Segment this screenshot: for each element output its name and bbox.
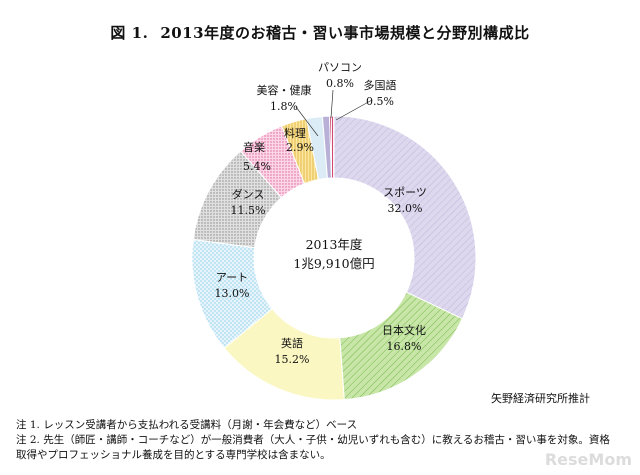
figure-number: 図 1. [110,24,149,42]
slice-value-7: 2.9% [286,141,314,154]
slice-value-9: 0.8% [326,77,354,90]
footnote-2-cont: 取得やプロフェッショナル養成を目的とする専門学校は含まない。 [16,449,331,461]
center-label-year: 2013年度 [306,237,363,252]
donut-slice-1 [333,115,477,320]
footnote-1: 注 1. レッスン受講者から支払われる受講料（月謝・年会費など）ベース [16,419,358,431]
slice-value-8: 1.8% [270,100,298,113]
slice-label-6: 音楽 [243,140,265,154]
slice-label-8: 美容・健康 [257,83,312,97]
slice-value-10: 0.5% [366,95,394,108]
slice-label-2: 日本文化 [382,323,426,337]
slice-label-10: 多国語 [364,78,397,92]
slice-value-2: 16.8% [387,340,422,353]
leader-line-9 [330,89,334,119]
resemom-logo: ReseMom [544,450,632,469]
slice-value-3: 15.2% [275,353,310,366]
slice-labels: スポーツ 32.0% 日本文化 16.8% 英語 15.2% アート 13.0% ダンス 11.5… [215,61,427,366]
source-note: 矢野経済研究所推計 [491,392,590,405]
leader-lines [295,89,373,137]
footnotes: 注 1. レッスン受講者から支払われる受講料（月謝・年会費など）ベース 注 2.… [16,418,626,463]
slice-label-1: スポーツ [383,186,427,199]
slice-value-5: 11.5% [231,204,266,217]
title-text: 2013年度のお稽古・習い事市場規模と分野別構成比 [160,24,530,42]
slice-value-4: 13.0% [215,287,250,300]
center-label-total: 1兆9,910億円 [293,256,374,271]
donut-slices [191,115,477,401]
slice-label-7: 料理 [284,126,306,140]
slice-value-1: 32.0% [388,202,423,215]
slice-label-3: 英語 [281,336,303,350]
slice-label-9: パソコン [318,61,362,74]
chart-title: 図 1. 2013年度のお稽古・習い事市場規模と分野別構成比 [0,22,640,43]
slice-label-5: ダンス [232,187,265,201]
leader-line-8 [295,106,319,137]
leader-line-10 [335,99,373,121]
slice-value-6: 5.4% [243,160,271,173]
footnote-2: 注 2. 先生（師匠・講師・コーチなど）が一般消費者（大人・子供・幼児いずれも含… [16,434,610,446]
slice-label-4: アート [216,271,248,284]
